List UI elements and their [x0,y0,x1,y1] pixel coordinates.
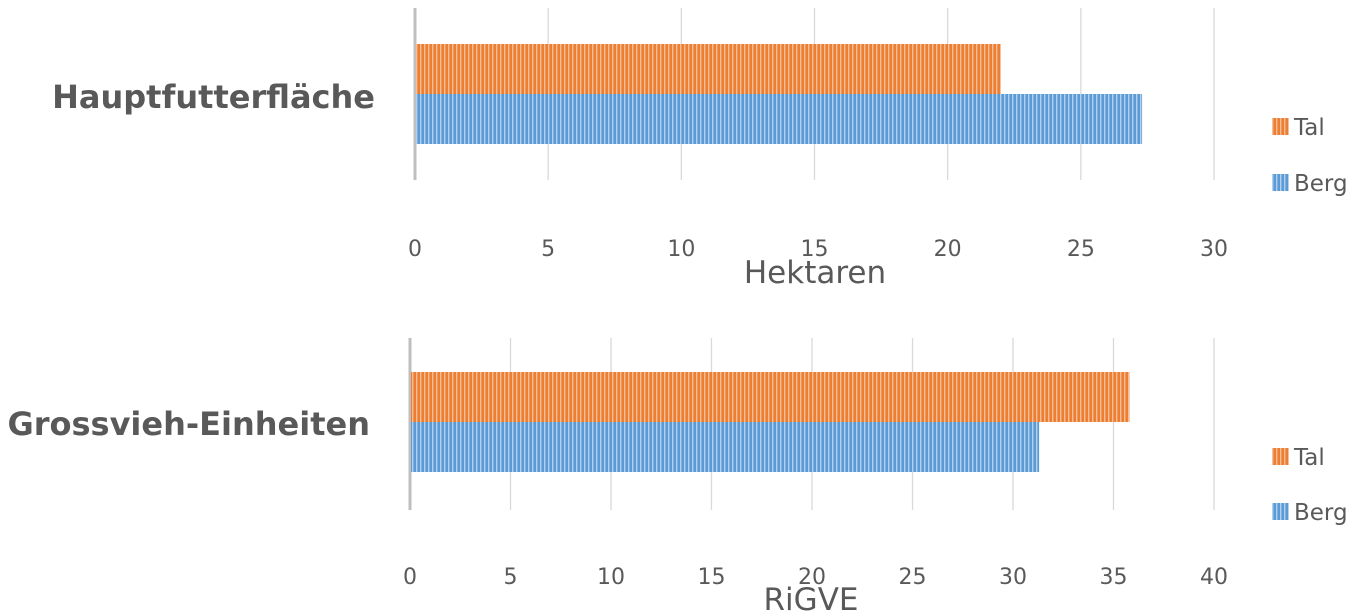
x-tick-label: 40 [1200,565,1228,590]
x-tick-label: 15 [698,565,726,590]
tick-labels-1: 0 5 10 15 20 25 30 [408,237,1228,262]
x-axis-title-1: Hektaren [744,255,886,291]
legend-swatch-tal [1272,118,1289,135]
bar-tal [416,44,1001,94]
x-tick-label: 0 [403,565,417,590]
bar-tal [411,372,1130,422]
bar-berg [416,94,1143,144]
legend-swatch-tal [1272,448,1289,465]
legend-label-berg: Berg [1294,500,1348,526]
legend-label-berg: Berg [1294,171,1348,197]
legend-2: Tal Berg [1272,445,1348,526]
x-tick-label: 30 [999,565,1027,590]
chart-panel-2: Grossvieh-Einheiten 0 5 10 15 20 25 30 35 40 RiG… [7,338,1348,616]
x-tick-label: 0 [408,237,422,262]
legend-swatch-berg [1272,174,1289,191]
legend-label-tal: Tal [1293,115,1325,141]
x-tick-label: 20 [798,565,826,590]
bars-2 [411,372,1130,472]
legend-1: Tal Berg [1272,115,1348,197]
x-tick-label: 5 [504,565,518,590]
x-tick-label: 30 [1200,237,1228,262]
x-tick-label: 10 [597,565,625,590]
x-tick-label: 25 [899,565,927,590]
x-tick-label: 10 [667,237,695,262]
x-axis-title-2: RiGVE [764,582,859,616]
x-tick-label: 35 [1100,565,1128,590]
bars-1 [416,44,1143,144]
bar-berg [411,422,1040,472]
legend-swatch-berg [1272,503,1289,520]
category-label-2: Grossvieh-Einheiten [7,405,370,443]
x-tick-label: 20 [934,237,962,262]
legend-label-tal: Tal [1293,445,1325,471]
x-tick-label: 5 [541,237,555,262]
x-tick-label: 15 [801,237,829,262]
tick-labels-2: 0 5 10 15 20 25 30 35 40 [403,565,1228,590]
x-tick-label: 25 [1067,237,1095,262]
category-label-1: Hauptfutterfläche [52,78,375,116]
chart-panel-1: Hauptfutterfläche 0 5 10 15 20 25 30 Hektaren … [52,8,1348,291]
